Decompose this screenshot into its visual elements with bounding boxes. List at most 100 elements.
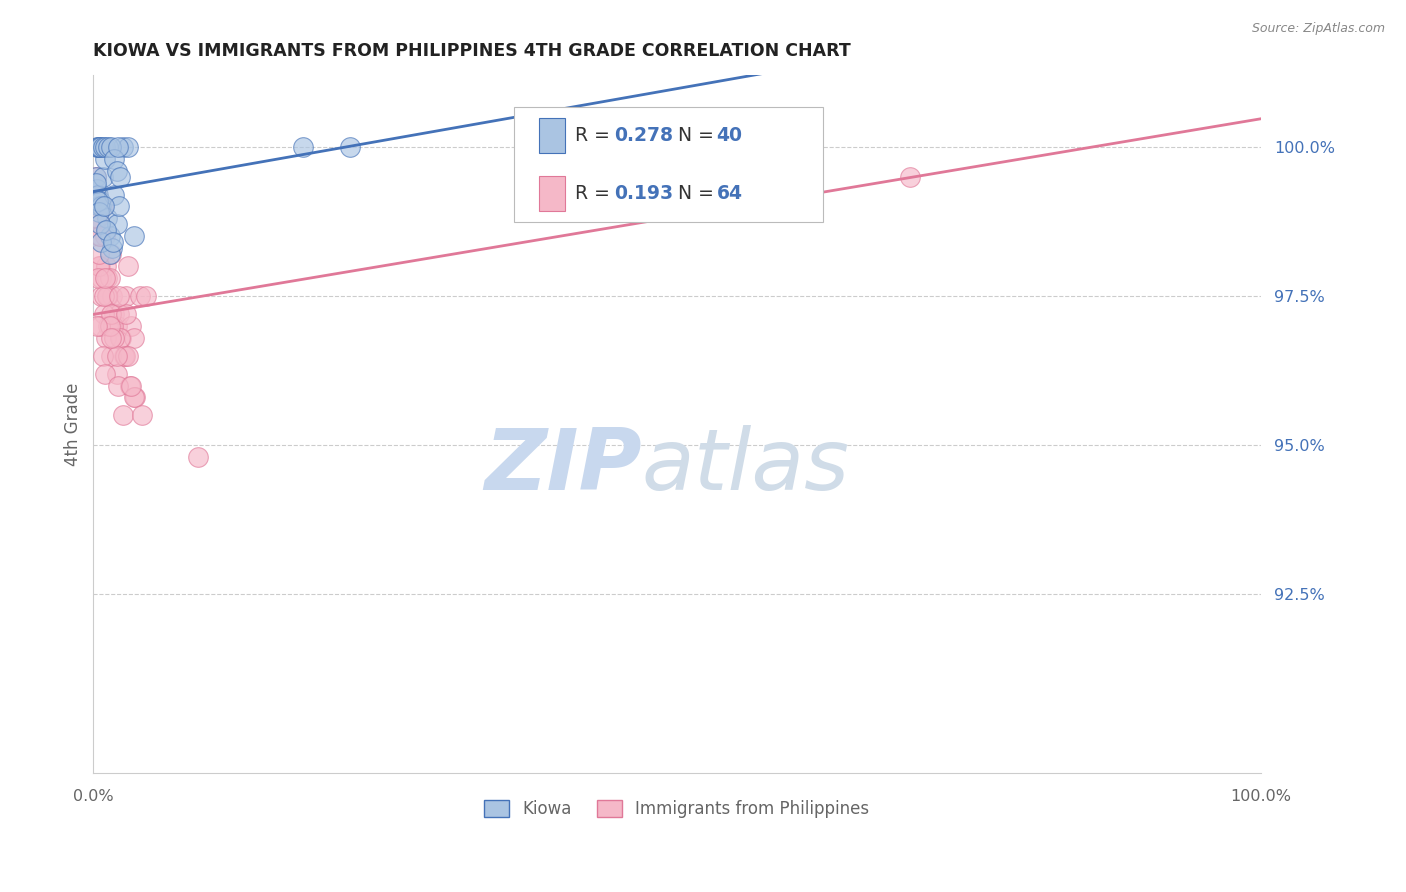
Point [110, 331, 132, 345]
Point [105, 318, 128, 333]
Point [100, 331, 122, 345]
Point [97, 289, 120, 303]
Point [91, 199, 114, 213]
Point [89, 140, 111, 154]
Point [89, 259, 111, 273]
Point [101, 318, 124, 333]
Point [90, 289, 112, 303]
Legend: Kiowa, Immigrants from Philippines: Kiowa, Immigrants from Philippines [478, 793, 876, 824]
Point [292, 140, 315, 154]
Point [339, 140, 361, 154]
FancyBboxPatch shape [540, 118, 565, 153]
Point [89, 199, 111, 213]
Point [129, 289, 152, 303]
Point [94, 271, 117, 285]
Point [135, 289, 157, 303]
Point [112, 349, 135, 363]
Point [107, 140, 129, 154]
Point [96, 331, 118, 345]
Point [124, 391, 146, 405]
Text: N =: N = [678, 184, 720, 202]
Text: 64: 64 [717, 184, 742, 202]
Point [108, 307, 131, 321]
Point [93, 289, 115, 303]
Point [101, 241, 124, 255]
Point [86, 211, 108, 226]
Point [87, 140, 110, 154]
Point [117, 140, 139, 154]
Point [900, 169, 922, 184]
Point [97, 318, 120, 333]
Point [98, 318, 121, 333]
Point [93, 199, 115, 213]
Point [87, 194, 110, 208]
Point [86, 318, 108, 333]
Point [105, 349, 128, 363]
Point [98, 247, 121, 261]
Point [117, 349, 139, 363]
Text: KIOWA VS IMMIGRANTS FROM PHILIPPINES 4TH GRADE CORRELATION CHART: KIOWA VS IMMIGRANTS FROM PHILIPPINES 4TH… [93, 42, 851, 60]
Point [89, 247, 111, 261]
Point [96, 223, 118, 237]
Point [105, 218, 128, 232]
Point [89, 259, 111, 273]
Point [94, 229, 117, 244]
Point [93, 307, 115, 321]
Text: 0.278: 0.278 [614, 126, 673, 145]
Point [97, 140, 120, 154]
Point [122, 229, 145, 244]
Text: Source: ZipAtlas.com: Source: ZipAtlas.com [1251, 22, 1385, 36]
Point [103, 187, 125, 202]
Point [100, 140, 122, 154]
Point [96, 211, 118, 226]
Point [108, 199, 131, 213]
Point [90, 271, 112, 285]
Point [118, 378, 141, 392]
Point [111, 409, 134, 423]
Point [94, 152, 117, 166]
Point [131, 409, 153, 423]
Text: 40: 40 [717, 126, 742, 145]
Point [105, 367, 128, 381]
Point [89, 140, 111, 154]
Point [89, 205, 111, 219]
Point [90, 199, 112, 213]
Point [105, 163, 128, 178]
Text: 0.193: 0.193 [614, 184, 673, 202]
Point [94, 367, 117, 381]
Point [87, 271, 110, 285]
Point [108, 331, 131, 345]
Point [87, 187, 110, 202]
Text: R =: R = [575, 126, 616, 145]
Point [111, 140, 134, 154]
Point [91, 349, 114, 363]
Point [89, 194, 111, 208]
Point [86, 187, 108, 202]
Point [86, 140, 108, 154]
FancyBboxPatch shape [540, 176, 565, 211]
Point [117, 259, 139, 273]
Point [120, 378, 142, 392]
Text: atlas: atlas [643, 425, 849, 508]
Point [86, 181, 108, 195]
Point [98, 229, 121, 244]
Point [103, 307, 125, 321]
Point [96, 289, 118, 303]
Point [100, 349, 122, 363]
Text: ZIP: ZIP [484, 425, 643, 508]
Point [94, 140, 117, 154]
Point [89, 318, 111, 333]
Point [89, 229, 111, 244]
Point [84, 176, 107, 190]
Point [108, 169, 131, 184]
Point [607, 140, 630, 154]
Point [100, 307, 122, 321]
Text: N =: N = [678, 126, 720, 145]
Point [87, 211, 110, 226]
Point [187, 450, 209, 464]
Point [107, 378, 129, 392]
Point [114, 349, 136, 363]
Point [115, 289, 138, 303]
Y-axis label: 4th Grade: 4th Grade [65, 383, 82, 466]
Point [91, 169, 114, 184]
